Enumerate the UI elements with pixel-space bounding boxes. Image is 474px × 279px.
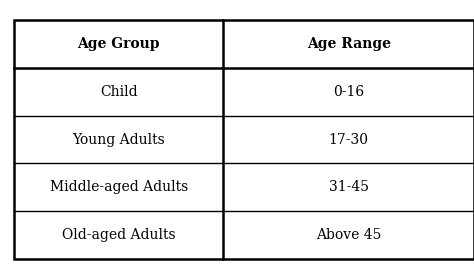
Text: 31-45: 31-45 bbox=[328, 181, 369, 194]
Text: Above 45: Above 45 bbox=[316, 229, 382, 242]
Text: Age Group: Age Group bbox=[78, 37, 160, 50]
Text: 0-16: 0-16 bbox=[333, 85, 365, 98]
Text: Old-aged Adults: Old-aged Adults bbox=[62, 229, 176, 242]
Text: Middle-aged Adults: Middle-aged Adults bbox=[50, 181, 188, 194]
Bar bbox=[14, 20, 474, 259]
Text: Young Adults: Young Adults bbox=[73, 133, 165, 146]
Text: 17-30: 17-30 bbox=[328, 133, 369, 146]
Text: Age Range: Age Range bbox=[307, 37, 391, 50]
Text: Child: Child bbox=[100, 85, 137, 98]
